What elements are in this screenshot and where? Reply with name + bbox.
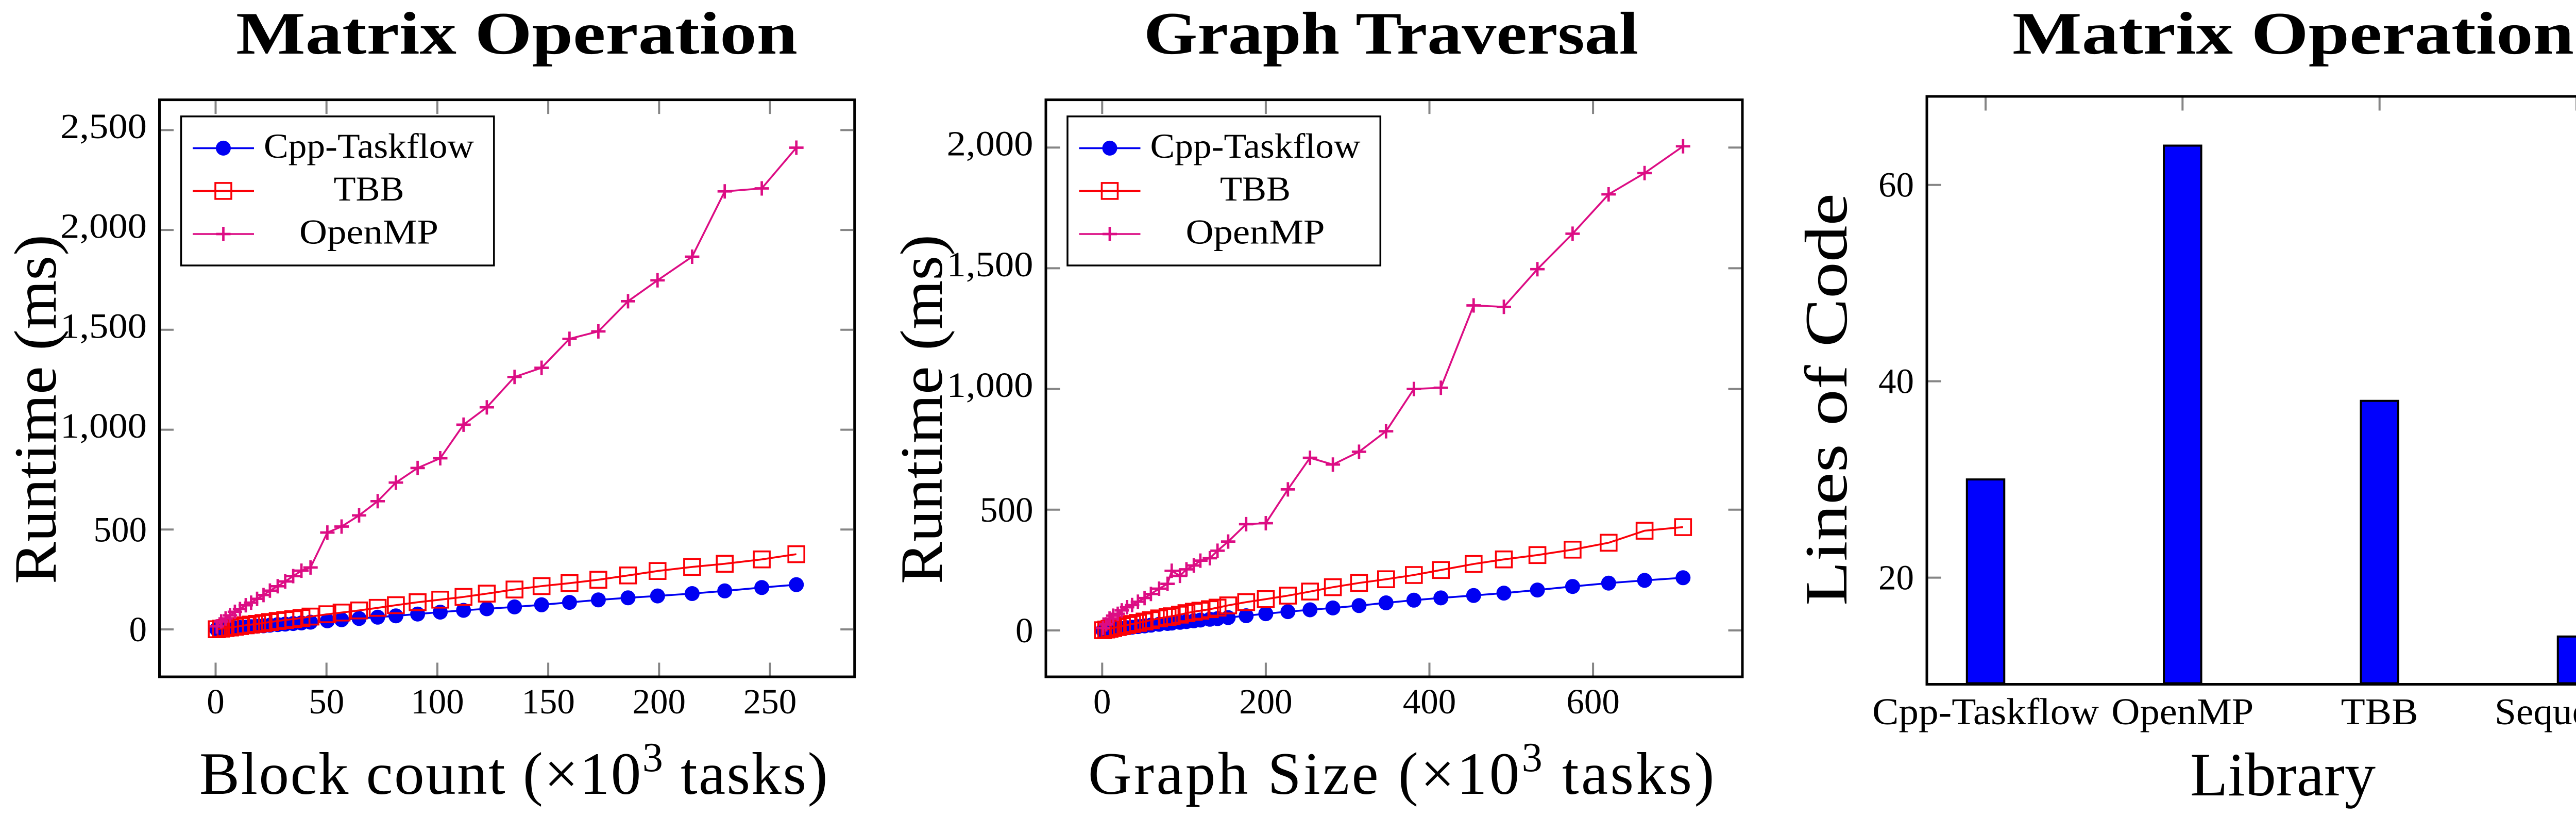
svg-text:Matrix Operation: Matrix Operation	[2012, 1, 2574, 67]
svg-text:1,000: 1,000	[947, 365, 1033, 405]
svg-text:20: 20	[1878, 558, 1914, 597]
svg-text:Runtime (ms): Runtime (ms)	[3, 235, 69, 584]
svg-text:250: 250	[743, 682, 797, 721]
svg-text:Graph Size (×103 tasks): Graph Size (×103 tasks)	[1088, 735, 1717, 807]
svg-text:0: 0	[207, 682, 225, 721]
svg-text:OpenMP: OpenMP	[1186, 212, 1325, 252]
svg-text:Lines of Code: Lines of Code	[1793, 193, 1860, 606]
svg-text:Cpp-Taskflow: Cpp-Taskflow	[1872, 691, 2099, 732]
svg-text:2,500: 2,500	[60, 107, 147, 146]
svg-text:OpenMP: OpenMP	[2111, 691, 2253, 732]
svg-text:200: 200	[633, 682, 686, 721]
svg-text:Graph Traversal: Graph Traversal	[1144, 1, 1638, 67]
svg-text:60: 60	[1878, 165, 1914, 205]
svg-text:1,000: 1,000	[60, 406, 147, 445]
svg-text:Library: Library	[2190, 740, 2376, 809]
svg-text:200: 200	[1239, 682, 1293, 721]
svg-text:400: 400	[1403, 682, 1456, 721]
svg-text:TBB: TBB	[1220, 169, 1291, 208]
svg-text:1,500: 1,500	[60, 306, 147, 345]
svg-text:Runtime (ms): Runtime (ms)	[889, 235, 955, 584]
svg-text:500: 500	[94, 510, 147, 549]
svg-text:1,500: 1,500	[947, 245, 1033, 284]
svg-text:TBB: TBB	[2341, 691, 2418, 732]
svg-text:OpenMP: OpenMP	[299, 212, 438, 252]
svg-text:40: 40	[1878, 362, 1914, 401]
svg-text:Cpp-Taskflow: Cpp-Taskflow	[1150, 126, 1361, 165]
svg-text:150: 150	[521, 682, 575, 721]
svg-text:Block count (×103 tasks): Block count (×103 tasks)	[199, 735, 829, 807]
svg-text:50: 50	[309, 682, 344, 721]
svg-text:0: 0	[1015, 611, 1033, 650]
svg-text:TBB: TBB	[334, 169, 404, 208]
svg-text:2,000: 2,000	[947, 124, 1033, 163]
svg-text:Sequential: Sequential	[2495, 691, 2576, 732]
svg-text:2,000: 2,000	[60, 207, 147, 246]
svg-text:600: 600	[1566, 682, 1620, 721]
svg-text:100: 100	[411, 682, 464, 721]
svg-text:Cpp-Taskflow: Cpp-Taskflow	[264, 126, 474, 165]
svg-text:0: 0	[1093, 682, 1111, 721]
svg-text:0: 0	[129, 610, 147, 649]
svg-text:500: 500	[980, 490, 1033, 529]
svg-text:Matrix Operation: Matrix Operation	[236, 1, 798, 67]
